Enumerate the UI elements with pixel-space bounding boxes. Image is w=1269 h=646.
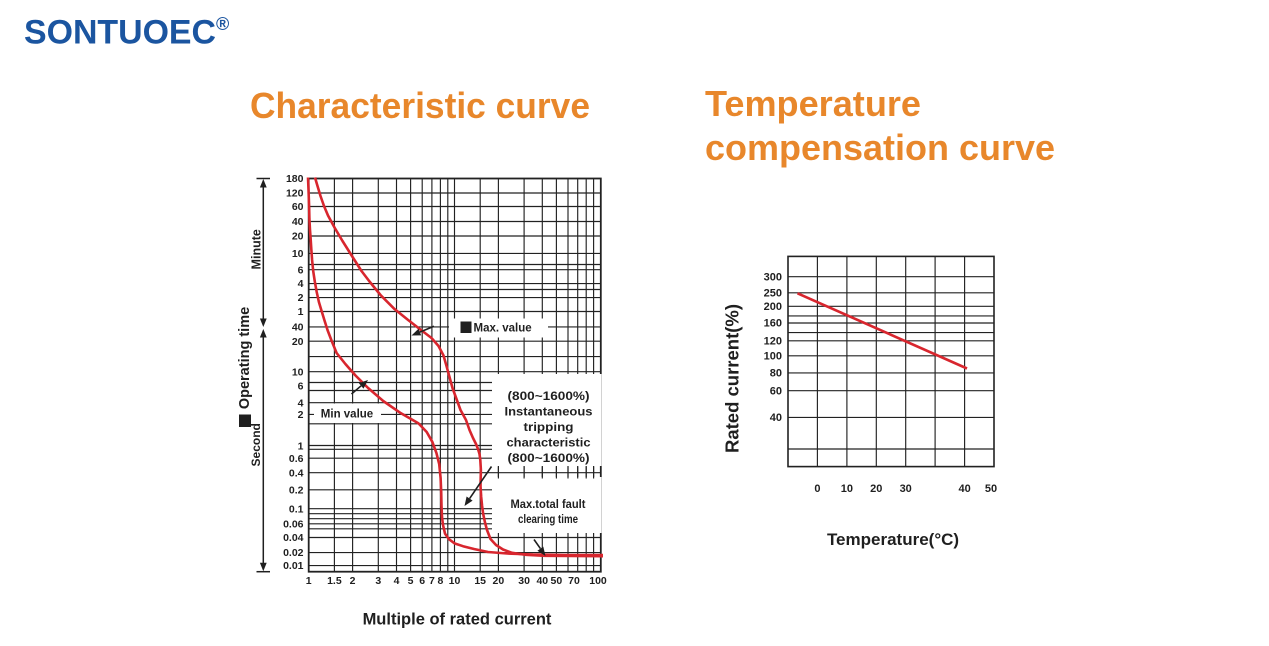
svg-text:0: 0 [814, 483, 820, 495]
svg-text:(800~1600%): (800~1600%) [508, 389, 590, 403]
svg-text:Minute: Minute [250, 229, 264, 269]
svg-text:Temperature(°C): Temperature(°C) [827, 530, 959, 549]
svg-text:1: 1 [306, 575, 312, 587]
svg-text:0.02: 0.02 [283, 547, 304, 559]
svg-text:compensation curve: compensation curve [705, 127, 1055, 168]
svg-text:Temperature: Temperature [705, 83, 921, 124]
svg-text:40: 40 [292, 216, 304, 228]
svg-text:40: 40 [958, 483, 970, 495]
svg-text:6: 6 [419, 575, 425, 587]
svg-text:10: 10 [292, 366, 304, 378]
svg-text:20: 20 [292, 231, 304, 243]
svg-text:60: 60 [292, 201, 304, 213]
svg-text:0.04: 0.04 [283, 532, 304, 544]
svg-text:1: 1 [298, 306, 304, 318]
svg-text:1.5: 1.5 [327, 575, 342, 587]
svg-text:30: 30 [900, 483, 912, 495]
svg-text:0.1: 0.1 [289, 503, 304, 515]
svg-text:30: 30 [518, 575, 530, 587]
svg-text:2: 2 [298, 292, 304, 304]
svg-text:10: 10 [449, 575, 461, 587]
svg-text:0.06: 0.06 [283, 518, 304, 530]
svg-text:®: ® [216, 14, 229, 34]
svg-text:100: 100 [764, 350, 782, 362]
svg-text:4: 4 [394, 575, 400, 587]
svg-text:6: 6 [298, 381, 304, 393]
svg-text:SONTUOEC: SONTUOEC [24, 14, 216, 52]
svg-text:160: 160 [764, 318, 782, 330]
svg-text:20: 20 [493, 575, 505, 587]
svg-text:6: 6 [298, 264, 304, 276]
svg-text:7: 7 [429, 575, 435, 587]
svg-text:70: 70 [568, 575, 580, 587]
svg-text:0.6: 0.6 [289, 453, 304, 465]
svg-text:10: 10 [841, 483, 853, 495]
svg-text:250: 250 [764, 287, 782, 299]
svg-text:8: 8 [437, 575, 443, 587]
svg-text:200: 200 [764, 301, 782, 313]
svg-text:4: 4 [298, 278, 304, 290]
svg-text:100: 100 [589, 575, 607, 587]
svg-text:4: 4 [298, 397, 304, 409]
svg-text:0.01: 0.01 [283, 560, 304, 572]
svg-text:180: 180 [286, 173, 304, 185]
svg-text:300: 300 [764, 271, 782, 283]
svg-text:15: 15 [474, 575, 486, 587]
svg-text:Max. value: Max. value [474, 323, 532, 335]
svg-text:40: 40 [292, 322, 304, 334]
svg-text:60: 60 [770, 385, 782, 397]
svg-text:Min value: Min value [321, 409, 373, 421]
svg-text:50: 50 [985, 483, 997, 495]
svg-text:50: 50 [551, 575, 563, 587]
svg-text:Rated current(%): Rated current(%) [722, 304, 743, 453]
svg-text:Instantaneous: Instantaneous [505, 405, 593, 419]
svg-text:40: 40 [770, 412, 782, 424]
svg-text:Characteristic curve: Characteristic curve [250, 85, 590, 126]
svg-text:40: 40 [536, 575, 548, 587]
svg-text:3: 3 [375, 575, 381, 587]
svg-text:1: 1 [298, 441, 304, 453]
svg-text:10: 10 [292, 248, 304, 260]
svg-text:0.4: 0.4 [289, 467, 304, 479]
svg-text:Second: Second [249, 423, 263, 466]
svg-text:characteristic: characteristic [507, 436, 591, 450]
svg-text:Multiple of rated current: Multiple of rated current [363, 611, 552, 629]
svg-text:2: 2 [350, 575, 356, 587]
svg-text:0.2: 0.2 [289, 484, 304, 496]
svg-text:20: 20 [870, 483, 882, 495]
svg-text:5: 5 [408, 575, 414, 587]
svg-text:tripping: tripping [524, 420, 574, 434]
svg-text:clearing time: clearing time [518, 512, 578, 526]
svg-text:120: 120 [764, 335, 782, 347]
svg-text:80: 80 [770, 368, 782, 380]
svg-text:20: 20 [292, 336, 304, 348]
svg-text:120: 120 [286, 188, 304, 200]
svg-text:Operating time: Operating time [237, 307, 253, 409]
svg-text:Max.total fault: Max.total fault [511, 497, 586, 511]
svg-text:2: 2 [298, 409, 304, 421]
svg-text:(800~1600%): (800~1600%) [508, 451, 590, 465]
